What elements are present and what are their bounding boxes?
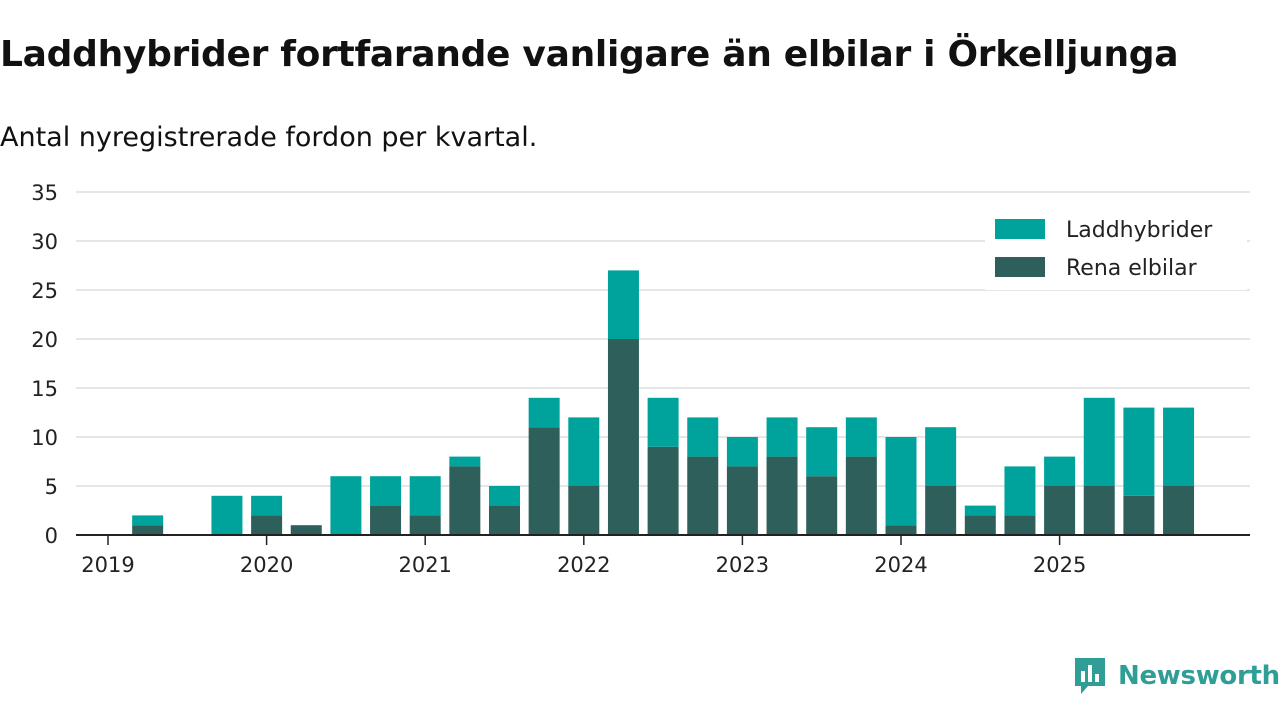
- bar-laddhybrider: [132, 515, 164, 526]
- bar-laddhybrider: [1163, 407, 1195, 486]
- bar-rena-elbilar: [489, 505, 520, 535]
- x-tick-label: 2019: [81, 553, 134, 577]
- bar-rena-elbilar: [607, 339, 639, 535]
- bar-rena-elbilar: [687, 456, 719, 535]
- bar-rena-elbilar: [766, 456, 798, 535]
- x-tick-label: 2022: [557, 553, 610, 577]
- bar-rena-elbilar: [1004, 515, 1036, 535]
- bars: [132, 270, 1195, 535]
- newsworthy-logo: Newsworthy: [1072, 654, 1280, 698]
- bar-laddhybrider: [806, 427, 838, 477]
- bar-rena-elbilar: [528, 427, 560, 535]
- x-tick-label: 2025: [1033, 553, 1086, 577]
- bar-rena-elbilar: [845, 456, 877, 535]
- bar-laddhybrider: [1083, 397, 1115, 486]
- chart-title: Laddhybrider fortfarande vanligare än el…: [0, 34, 1179, 75]
- y-tick-label: 35: [31, 181, 58, 205]
- legend: Laddhybrider Rena elbilar: [985, 206, 1247, 290]
- bar-laddhybrider: [1004, 466, 1036, 516]
- legend-swatch-laddhybrider: [995, 219, 1045, 239]
- y-tick-label: 30: [31, 230, 58, 254]
- y-tick-label: 0: [45, 524, 58, 548]
- x-tick-label: 2023: [716, 553, 769, 577]
- legend-label-rena-elbilar: Rena elbilar: [1066, 256, 1198, 281]
- y-tick-label: 25: [31, 279, 58, 303]
- legend-swatch-rena-elbilar: [995, 257, 1045, 277]
- bar-laddhybrider: [726, 437, 758, 467]
- y-tick-label: 20: [31, 328, 58, 352]
- bar-laddhybrider: [370, 476, 402, 506]
- bar-laddhybrider: [489, 486, 520, 506]
- y-tick-label: 15: [31, 377, 58, 401]
- bar-rena-elbilar: [1083, 486, 1115, 535]
- bar-rena-elbilar: [1123, 495, 1155, 535]
- bar-laddhybrider: [964, 505, 996, 516]
- bar-laddhybrider: [885, 437, 917, 526]
- x-tick-label: 2024: [874, 553, 927, 577]
- newsworthy-logo-text: Newsworthy: [1118, 661, 1280, 691]
- bar-laddhybrider: [845, 417, 877, 457]
- bar-laddhybrider: [687, 417, 719, 457]
- bar-laddhybrider: [1044, 456, 1076, 486]
- bar-rena-elbilar: [964, 515, 996, 535]
- x-tick-label: 2021: [398, 553, 451, 577]
- bar-rena-elbilar: [885, 525, 917, 535]
- bar-laddhybrider: [568, 417, 600, 486]
- bar-rena-elbilar: [1044, 486, 1076, 535]
- bar-laddhybrider: [330, 476, 362, 535]
- legend-label-laddhybrider: Laddhybrider: [1066, 218, 1213, 243]
- bar-rena-elbilar: [409, 515, 441, 535]
- bar-laddhybrider: [251, 495, 283, 516]
- bar-laddhybrider: [647, 397, 679, 447]
- x-tick-label: 2020: [240, 553, 293, 577]
- bar-rena-elbilar: [568, 486, 600, 535]
- bar-rena-elbilar: [1163, 486, 1195, 535]
- bar-laddhybrider: [766, 417, 798, 457]
- bar-laddhybrider: [925, 427, 957, 486]
- bar-rena-elbilar: [449, 466, 481, 535]
- bar-laddhybrider: [211, 495, 243, 535]
- bar-rena-elbilar: [132, 525, 164, 535]
- y-tick-label: 5: [45, 475, 58, 499]
- y-tick-label: 10: [31, 426, 58, 450]
- bar-rena-elbilar: [925, 486, 957, 535]
- bar-laddhybrider: [607, 270, 639, 339]
- bar-laddhybrider: [1123, 407, 1155, 496]
- chart-subtitle: Antal nyregistrerade fordon per kvartal.: [0, 122, 538, 153]
- bar-rena-elbilar: [806, 476, 838, 535]
- bar-rena-elbilar: [647, 446, 679, 535]
- bar-rena-elbilar: [251, 515, 283, 535]
- bar-laddhybrider: [528, 397, 560, 428]
- bar-laddhybrider: [449, 456, 481, 467]
- bar-rena-elbilar: [370, 505, 402, 535]
- bar-rena-elbilar: [726, 466, 758, 535]
- bar-rena-elbilar: [290, 525, 322, 535]
- newsworthy-logo-icon: [1075, 658, 1105, 694]
- bar-laddhybrider: [409, 476, 441, 516]
